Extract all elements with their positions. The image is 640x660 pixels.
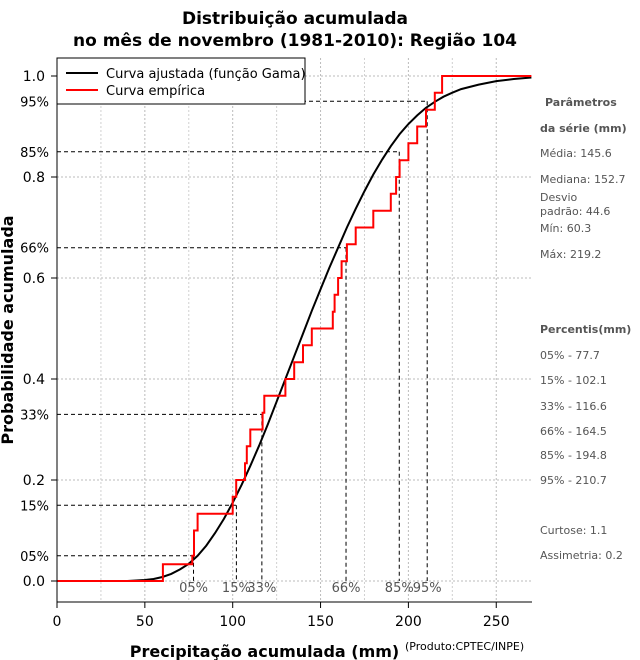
percentile-95: 95% - 210.7 (540, 474, 607, 487)
percentile-x-label: 66% (332, 581, 361, 596)
y-tick-label: 0.6 (23, 271, 45, 287)
x-tick-label: 100 (219, 614, 246, 630)
params-title-2: da série (mm) (540, 122, 627, 135)
y-tick-label: 0.4 (23, 372, 45, 388)
x-axis-label: Precipitação acumulada (mm) (130, 642, 399, 660)
chart-title-line2: no mês de novembro (1981-2010): Região 1… (73, 31, 517, 51)
y-tick-label: 1.0 (23, 69, 45, 85)
stat-max: Máx: 219.2 (540, 248, 602, 261)
empirical-step-curve (57, 75, 532, 582)
percentile-y-label: 33% (20, 408, 49, 423)
percentile-x-label: 85% (385, 581, 414, 596)
stat-assimetria: Assimetria: 0.2 (540, 549, 623, 562)
percentile-x-label: 05% (179, 581, 208, 596)
percentile-y-label: 95% (20, 95, 49, 110)
chart-title-line1: Distribuição acumulada (181, 9, 409, 29)
x-tick-label: 150 (307, 614, 334, 630)
legend-label-fitted: Curva ajustada (função Gama) (106, 67, 306, 82)
y-axis-label: Probabilidade acumulada (0, 215, 17, 444)
x-tick-label: 200 (395, 614, 422, 630)
percentile-x-label: 33% (247, 581, 276, 596)
legend-label-empirical: Curva empírica (106, 84, 205, 99)
stat-mean: Média: 145.6 (540, 147, 612, 160)
stat-curtose: Curtose: 1.1 (540, 524, 608, 537)
params-title-1: Parâmetros (545, 96, 617, 109)
percentile-x-label: 15% (222, 581, 251, 596)
percentile-y-label: 15% (20, 499, 49, 514)
percentile-y-label: 05% (20, 550, 49, 565)
stat-sd-2: padrão: 44.6 (540, 205, 611, 218)
y-tick-label: 0.0 (23, 574, 45, 590)
percentile-85: 85% - 194.8 (540, 449, 607, 462)
x-tick-label: 250 (483, 614, 510, 630)
percentile-33: 33% - 116.6 (540, 400, 607, 413)
stat-median: Mediana: 152.7 (540, 173, 626, 186)
percentis-title: Percentis(mm) (540, 323, 632, 336)
x-tick-label: 50 (136, 614, 154, 630)
percentile-y-label: 66% (20, 242, 49, 257)
percentile-x-label: 95% (413, 581, 442, 596)
percentile-05: 05% - 77.7 (540, 349, 600, 362)
y-tick-label: 0.2 (23, 473, 45, 489)
credit-text: (Produto:CPTEC/INPE) (405, 640, 525, 653)
stat-min: Mín: 60.3 (540, 222, 592, 235)
x-tick-label: 0 (53, 614, 62, 630)
legend-box (56, 57, 306, 105)
stat-sd-1: Desvio (540, 191, 578, 204)
y-tick-label: 0.8 (23, 170, 45, 186)
percentile-y-label: 85% (20, 146, 49, 161)
percentile-15: 15% - 102.1 (540, 374, 607, 387)
percentile-66: 66% - 164.5 (540, 425, 607, 438)
